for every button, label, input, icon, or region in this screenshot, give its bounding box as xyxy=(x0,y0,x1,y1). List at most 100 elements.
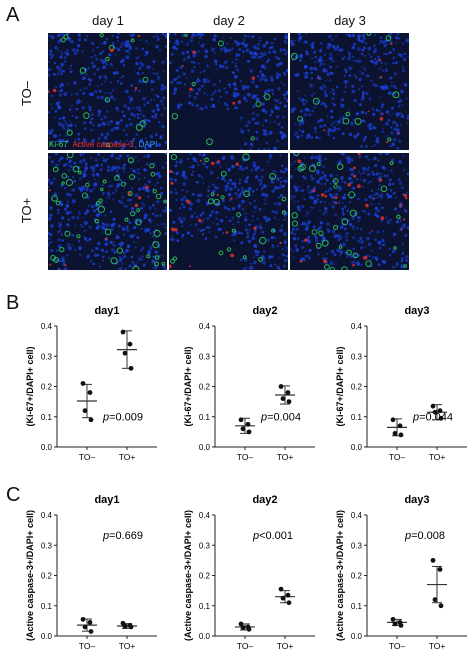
data-point xyxy=(432,597,438,603)
p-symbol: p xyxy=(260,411,267,423)
data-point xyxy=(245,421,251,427)
y-tick-label: 0.2 xyxy=(41,572,53,581)
y-tick-label: 0.1 xyxy=(41,602,53,611)
data-point xyxy=(397,423,403,429)
y-axis-label: (Ki-67+/DAPI+ cell) xyxy=(25,346,35,426)
x-tick-label: TO+ xyxy=(277,641,294,651)
data-point xyxy=(390,616,396,622)
plot-title: day3 xyxy=(404,305,429,317)
dot-plot-1: day1 0.0 0.1 0.2 0.3 0.4 (Ki-67+/DAPI+ cell) TO… xyxy=(25,305,157,462)
y-tick-label: 0.2 xyxy=(41,383,53,392)
y-tick-label: 0.0 xyxy=(41,443,53,452)
dot-plot-6: day3 0.0 0.1 0.2 0.3 0.4 (Active caspase-3+/DA… xyxy=(335,494,467,651)
p-value: =0.669 xyxy=(109,530,143,542)
data-point xyxy=(392,430,398,436)
data-point xyxy=(128,365,134,371)
y-tick-label: 0.3 xyxy=(351,352,363,361)
y-axis-label: (Ki-67+/DAPI+ cell) xyxy=(183,346,193,426)
y-tick-label: 0.3 xyxy=(199,352,211,361)
plot-title: day1 xyxy=(94,494,119,506)
data-point xyxy=(430,403,436,409)
p-value: =0.004 xyxy=(267,411,301,423)
data-point xyxy=(82,624,88,630)
y-tick-label: 0.0 xyxy=(351,632,363,641)
data-point xyxy=(238,621,244,627)
micrograph-to-plus-day1 xyxy=(48,153,167,270)
plot-title: day1 xyxy=(94,305,119,317)
data-point xyxy=(398,623,404,628)
legend-dapi: DAPI xyxy=(138,140,158,149)
y-tick-label: 0.4 xyxy=(199,511,211,520)
y-tick-label: 0.0 xyxy=(199,632,211,641)
y-tick-label: 0.0 xyxy=(199,443,211,452)
column-label-day3: day 3 xyxy=(334,13,366,28)
x-tick-label: TO+ xyxy=(119,452,136,462)
y-axis-label: (Active caspase-3+/DAPI+ cell) xyxy=(335,510,345,641)
y-tick-label: 0.4 xyxy=(41,322,53,331)
stain-legend: Ki-67 Active caspase-3 DAPI xyxy=(49,140,160,149)
x-tick-label: TO– xyxy=(237,641,254,651)
micrograph-to-minus-day3 xyxy=(290,33,409,150)
dot-plot-2: day2 0.0 0.1 0.2 0.3 0.4 (Ki-67+/DAPI+ cell) TO… xyxy=(183,305,315,462)
y-tick-label: 0.4 xyxy=(351,322,363,331)
legend-caspase: Active caspase-3 xyxy=(72,140,134,149)
data-point xyxy=(88,629,94,634)
p-value-annotation: p=0.044 xyxy=(412,411,453,423)
micrograph-to-minus-day2 xyxy=(169,33,288,150)
column-label-day1: day 1 xyxy=(92,13,124,28)
y-tick-label: 0.0 xyxy=(41,632,53,641)
micrograph-to-plus-day2 xyxy=(169,153,288,270)
data-point xyxy=(392,621,398,627)
panel-label-b: B xyxy=(6,292,20,314)
data-point xyxy=(82,408,88,414)
y-tick-label: 0.2 xyxy=(351,383,363,392)
data-point xyxy=(240,426,246,432)
p-symbol: p xyxy=(404,530,411,542)
data-point xyxy=(278,586,284,592)
data-point xyxy=(80,616,86,622)
dot-plot-3: day3 0.0 0.1 0.2 0.3 0.4 (Ki-67+/DAPI+ cell) TO… xyxy=(335,305,467,462)
x-tick-label: TO+ xyxy=(119,641,136,651)
p-value: =0.008 xyxy=(411,530,445,542)
data-point xyxy=(280,595,286,601)
y-tick-label: 0.1 xyxy=(199,413,211,422)
data-point xyxy=(127,341,133,347)
panel-label-c: C xyxy=(6,484,21,506)
data-point xyxy=(432,409,438,415)
data-point xyxy=(285,592,291,598)
x-tick-label: TO– xyxy=(79,452,96,462)
data-point xyxy=(246,626,252,632)
data-point xyxy=(122,350,128,356)
plot-title: day2 xyxy=(252,494,277,506)
p-value: <0.001 xyxy=(259,530,293,542)
y-tick-label: 0.3 xyxy=(199,541,211,550)
x-tick-label: TO– xyxy=(237,452,254,462)
data-point xyxy=(278,384,284,389)
data-point xyxy=(120,329,126,335)
x-tick-label: TO– xyxy=(79,641,96,651)
data-point xyxy=(398,432,404,438)
x-tick-label: TO+ xyxy=(429,452,446,462)
y-axis-label: (Active caspase-3+/DAPI+ cell) xyxy=(183,510,193,641)
y-tick-label: 0.3 xyxy=(41,541,53,550)
y-tick-label: 0.3 xyxy=(351,541,363,550)
p-value-annotation: p=0.669 xyxy=(102,530,143,542)
y-tick-label: 0.0 xyxy=(351,443,363,452)
dot-plot-5: day2 0.0 0.1 0.2 0.3 0.4 (Active caspase-3+/DA… xyxy=(183,494,315,651)
data-point xyxy=(286,600,292,606)
data-point xyxy=(438,415,444,421)
plot-title: day3 xyxy=(404,494,429,506)
data-point xyxy=(238,417,244,423)
data-point xyxy=(88,417,94,423)
x-tick-label: TO+ xyxy=(429,641,446,651)
column-label-day2: day 2 xyxy=(213,13,245,28)
p-value-annotation: p<0.001 xyxy=(252,530,293,542)
y-tick-label: 0.4 xyxy=(199,322,211,331)
micrograph-to-plus-day3 xyxy=(290,153,409,270)
data-point xyxy=(240,625,246,630)
data-point xyxy=(286,399,292,405)
data-point xyxy=(280,396,286,401)
data-point xyxy=(128,624,134,630)
data-point xyxy=(87,619,93,625)
